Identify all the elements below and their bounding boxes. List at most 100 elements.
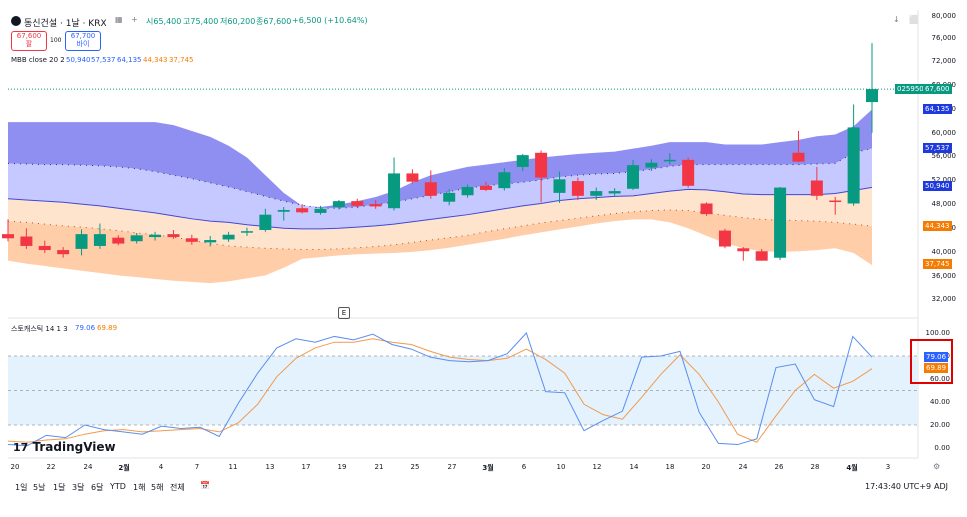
time-axis-label: 19 <box>337 463 347 471</box>
time-axis-label: 11 <box>228 463 238 471</box>
range-button[interactable]: 1달 <box>53 483 66 492</box>
candle-body <box>185 238 198 242</box>
range-button[interactable]: 1해 <box>133 483 146 492</box>
candle-body <box>737 248 750 252</box>
clock-time[interactable]: 17:43:40 UTC+9 <box>865 482 932 491</box>
range-button[interactable]: YTD <box>110 482 126 491</box>
candle-body <box>774 187 787 258</box>
time-axis-label: 14 <box>629 463 639 471</box>
candle-body <box>222 234 235 240</box>
time-axis-label: 20 <box>10 463 20 471</box>
range-button[interactable]: 5날 <box>33 483 46 492</box>
price-axis-label: 56,000 <box>931 152 957 160</box>
sell-price: 67,600 <box>16 32 42 40</box>
candle-body <box>57 250 70 255</box>
bb-lower-dots <box>7 209 873 250</box>
ohlc-close: 종67,600 <box>256 17 292 26</box>
earnings-marker-label: E <box>341 309 347 317</box>
candle-body <box>718 230 731 247</box>
buy-label: 바이 <box>76 40 90 48</box>
candle-body <box>314 208 327 213</box>
time-axis-label: 18 <box>665 463 675 471</box>
price-axis-label: 40,000 <box>931 248 957 256</box>
time-axis-label: 4월 <box>846 464 858 472</box>
mbb-legend-name[interactable]: MBB close 20 2 <box>11 56 65 64</box>
range-button[interactable]: 6달 <box>91 483 104 492</box>
candle-body <box>351 201 364 206</box>
maximize-icon[interactable]: ⬜ <box>909 15 919 24</box>
candle-body <box>75 234 88 249</box>
range-button[interactable]: 전체 <box>170 483 185 492</box>
candle-body <box>590 191 603 196</box>
download-icon[interactable]: ↓ <box>893 15 900 24</box>
ohlc-change: +6,500 (+10.64%) <box>292 16 368 25</box>
adj-toggle[interactable]: ADJ <box>934 482 948 491</box>
tv-logo-text: TradingView <box>32 440 116 454</box>
stoch-k-line <box>7 332 873 447</box>
compare-icon[interactable]: ▦ <box>115 15 123 24</box>
bb-upper-band-fill <box>8 109 872 209</box>
candle-body <box>479 185 492 190</box>
price-axis-label: 76,000 <box>931 34 957 42</box>
time-axis-label: 27 <box>447 463 457 471</box>
buy-price: 67,700 <box>70 32 96 40</box>
stoch-axis-label: 20.00 <box>929 421 950 429</box>
time-axis-label: 6 <box>521 463 527 471</box>
symbol-title[interactable]: 동신건설 · 1날 · KRX <box>24 19 107 29</box>
time-axis-label: 13 <box>265 463 275 471</box>
range-button[interactable]: 5해 <box>151 483 164 492</box>
price-axis-label: 80,000 <box>931 12 957 20</box>
time-axis-label: 12 <box>592 463 602 471</box>
add-symbol-icon[interactable]: + <box>131 15 138 24</box>
earnings-marker[interactable]: E <box>338 307 350 319</box>
price-axis-label: 60,000 <box>931 129 957 137</box>
time-axis-label: 21 <box>374 463 384 471</box>
candle-body <box>369 204 382 207</box>
candle-body <box>755 251 768 261</box>
price-axis-label: 72,000 <box>931 57 957 65</box>
lower-band-tag: 44,343 <box>923 221 952 231</box>
spread-value: 100 <box>50 37 62 44</box>
time-axis-label: 26 <box>774 463 784 471</box>
time-axis-label: 28 <box>810 463 820 471</box>
time-axis-label: 10 <box>556 463 566 471</box>
stoch-d-line <box>7 338 873 443</box>
buy-button[interactable]: 67,700 바이 <box>65 31 101 51</box>
mbb-value-4: 44,343 <box>143 56 168 64</box>
settings-gear-icon[interactable]: ⚙ <box>933 462 941 471</box>
stoch-legend-name[interactable]: 스토캐스틱 14 1 3 <box>11 325 68 333</box>
tradingview-logo[interactable]: 17 TradingView <box>13 440 116 454</box>
stoch-axis-label: 0.00 <box>934 444 950 452</box>
sell-button[interactable]: 67,600 팔 <box>11 31 47 51</box>
stoch-axis-label: 40.00 <box>929 398 950 406</box>
candle-body <box>167 234 180 238</box>
mbb-value-3: 64,135 <box>117 56 142 64</box>
candle-body <box>259 214 272 231</box>
time-axis-label: 24 <box>83 463 93 471</box>
candle-body <box>847 127 860 204</box>
range-button[interactable]: 1일 <box>15 483 28 492</box>
price-axis-label: 48,000 <box>931 200 957 208</box>
stoch-axis-label: 60.00 <box>929 375 950 383</box>
time-axis-label: 17 <box>301 463 311 471</box>
time-axis-label: 2월 <box>118 464 130 472</box>
ohlc-low: 저60,200 <box>220 17 256 26</box>
candle-body <box>829 200 842 203</box>
price-axis-label: 32,000 <box>931 295 957 303</box>
candle-body <box>149 234 162 238</box>
bb-upper-tag: 57,537 <box>923 143 952 153</box>
range-button[interactable]: 3달 <box>72 483 85 492</box>
date-range-icon[interactable]: 📅 <box>200 481 210 490</box>
mbb-value-1: 50,940 <box>66 56 91 64</box>
time-axis-label: 20 <box>701 463 711 471</box>
candle-body <box>608 191 621 194</box>
symbol-code-tag: 025950 <box>895 84 926 94</box>
time-axis-label: 7 <box>194 463 200 471</box>
stoch-d-tag: 69.89 <box>924 363 949 373</box>
symbol-logo-icon[interactable] <box>11 16 21 26</box>
candle-body <box>553 179 566 193</box>
candle-body <box>682 159 695 186</box>
candle-body <box>332 201 345 208</box>
